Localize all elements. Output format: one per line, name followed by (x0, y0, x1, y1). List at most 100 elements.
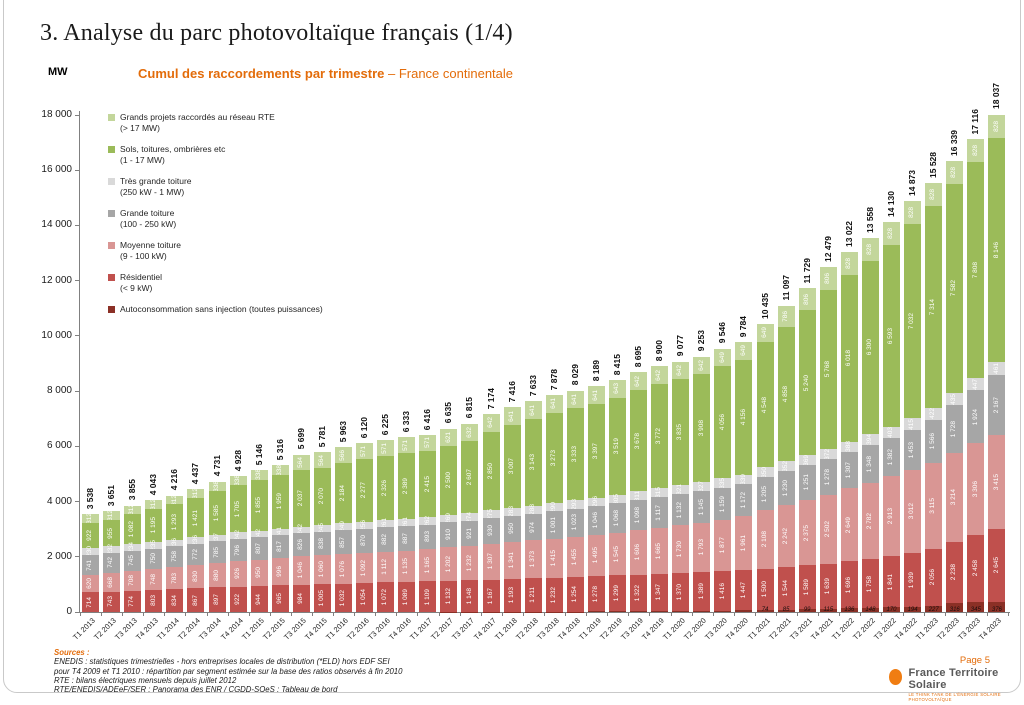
bar-segment-label: 571 (423, 437, 431, 449)
bar-segment-label: 922 (233, 593, 241, 605)
bar-segment-label: 8 146 (992, 241, 1000, 259)
bar-segment-label: 1 054 (360, 589, 368, 606)
bar-segment (904, 606, 922, 612)
y-axis-label: 14 000 (41, 219, 72, 231)
source-line: RTE : bilans électriques mensuels depuis… (54, 676, 237, 686)
y-axis-tick (75, 611, 79, 613)
bar-segment: 806 (819, 267, 837, 290)
bar-total-label: 17 116 (970, 108, 981, 135)
bar-segment: 786 (777, 305, 795, 328)
x-axis-label: T3 2023 (956, 616, 983, 642)
bar-segment: 817 (271, 535, 289, 558)
bar-segment: 1 939 (904, 553, 922, 607)
x-axis-tick (628, 613, 630, 616)
bar-segment: 1 373 (524, 540, 542, 579)
bar-segment: 1 696 (840, 561, 858, 609)
bar-segment-label: 828 (845, 258, 853, 270)
bar-segment: 3 397 (587, 404, 605, 498)
bar-segment-label: 1 545 (613, 545, 621, 563)
bar-segment-label: 1 382 (887, 448, 895, 466)
bar-total-label: 6 225 (380, 413, 391, 436)
bar-T4-2018: 641 3 333 293 1 023 1 455 1 254 8 029 T4 2018 (556, 115, 586, 642)
bar-T3-2021: 806 5 240 369 1 251 2 375 1 589 99 11 729 T3 202… (788, 115, 818, 642)
x-axis-tick (417, 613, 419, 616)
bar-segment-label: 2 242 (781, 527, 789, 545)
bar-segment: 394 (861, 434, 879, 446)
bar-segment: 1 421 (187, 498, 205, 538)
y-axis-line (79, 111, 80, 613)
bar-segment-label: 857 (339, 536, 347, 548)
y-axis-tick (75, 390, 79, 392)
bar-total-label: 4 437 (190, 463, 201, 485)
bar-segment-label: 2 607 (465, 469, 473, 486)
bar-segment-label: 642 (676, 365, 684, 376)
sources-label: Sources : (54, 648, 90, 657)
bar-segment: 642 (651, 366, 669, 385)
bar-segment: 743 (103, 591, 121, 612)
source-lines: ENEDIS : statistiques trimestrielles - h… (54, 657, 402, 694)
bar-segment-label: 571 (402, 439, 410, 451)
bar-segment: 1 495 (587, 534, 605, 577)
bar-segment: 388 (840, 441, 858, 452)
bar-segment-label: 1 098 (634, 507, 642, 524)
bar-segment: 327 (693, 481, 711, 492)
bar-segment-label: 944 (254, 593, 262, 605)
bar-segment-label: 1 072 (381, 589, 389, 606)
bar-segment: 230 (82, 546, 100, 557)
bar-segment: 2 277 (356, 458, 374, 522)
bar-T2-2021: 786 4 858 352 1 230 2 242 1 544 85 11 097 T2 202… (767, 115, 797, 642)
bar-segment: 2 326 (377, 455, 395, 521)
bar-total-label: 10 435 (759, 292, 770, 319)
y-axis-label: 4 000 (46, 495, 72, 507)
bar-segment-label: 621 (444, 431, 452, 443)
bar-T1-2020: 642 3 835 321 1 132 1 730 1 370 9 077 T1 2020 (661, 115, 691, 642)
bar-segment: 620 (82, 575, 100, 593)
x-axis-tick (712, 613, 714, 616)
bar-segment: 1 072 (377, 582, 395, 612)
bar-segment-label: 996 (275, 566, 283, 578)
y-axis-label: 18 000 (41, 109, 72, 120)
bar-segment-label: 1 500 (760, 581, 768, 598)
bar-segment: 1 348 (861, 445, 879, 483)
bar-segment: 838 (313, 531, 331, 555)
autoconsommation-label: 227 (928, 607, 939, 613)
bar-segment-label: 1 373 (528, 551, 536, 568)
bar-segment: 1 959 (271, 474, 289, 529)
x-axis-tick (607, 613, 609, 616)
bar-total-label: 6 333 (401, 410, 412, 433)
x-axis-label: T3 2022 (872, 616, 898, 642)
bar-segment (672, 610, 690, 612)
bar-T2-2022: 828 6 300 394 1 348 2 782 1 758 148 13 558 T2 20… (851, 115, 881, 642)
bar-segment-label: 2 326 (381, 479, 389, 497)
x-axis-label: T2 2018 (513, 616, 540, 642)
page-number: Page 5 (959, 655, 990, 666)
legend-label: Grands projets raccordés au réseau RTE (>… (120, 112, 275, 134)
x-axis-tick (185, 613, 187, 616)
bar-segment: 288 (524, 504, 542, 515)
bar-T3-2019: 642 3 678 311 1 098 1 606 1 322 8 695 T3 2019 (619, 115, 649, 642)
x-axis-line (76, 612, 1010, 613)
bar-segment-label: 1 453 (908, 441, 916, 459)
x-axis-tick (1008, 613, 1009, 616)
bar-segment: 2 242 (777, 505, 795, 568)
bar-segment-label: 1 341 (507, 552, 515, 569)
bar-segment-label: 1 841 (887, 573, 895, 591)
x-axis-tick (248, 613, 250, 616)
x-axis-label: T3 2019 (619, 616, 645, 642)
bar-segment: 2 389 (398, 452, 416, 519)
x-axis-label: T3 2014 (197, 616, 224, 642)
bar-segment-label: 974 (528, 521, 536, 533)
bar-segment: 338 (271, 465, 289, 475)
bar-segment-label: 642 (655, 369, 663, 381)
bar-segment: 335 (714, 478, 732, 488)
bar-segment-label: 887 (402, 532, 410, 544)
x-axis-tick (122, 613, 124, 616)
bar-T2-2014: 312 1 421 236 772 830 867 4 437 T2 2014 (176, 115, 206, 642)
x-axis-label: T2 2016 (345, 616, 371, 642)
bar-segment: 828 (946, 160, 964, 184)
bar-segment: 974 (524, 513, 542, 541)
bar-segment: 1 089 (398, 581, 416, 612)
bar-segment-label: 714 (86, 596, 94, 608)
bar-segment-label: 642 (486, 417, 494, 429)
x-axis-label: T2 2020 (682, 616, 709, 642)
